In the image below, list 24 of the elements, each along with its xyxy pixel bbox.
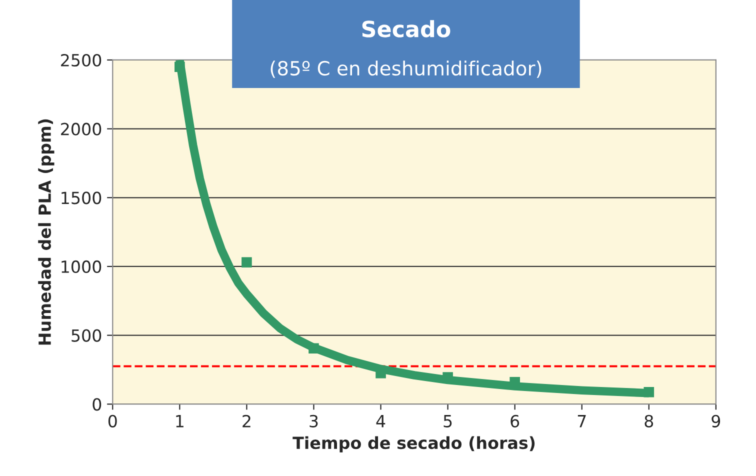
- x-tick-label: 8: [644, 414, 654, 428]
- y-tick-label: 500: [72, 329, 102, 342]
- x-tick-label: 0: [108, 414, 117, 428]
- x-axis-title: Tiempo de secado (horas): [292, 436, 535, 452]
- y-axis-title: Humedad del PLA (ppm): [38, 119, 54, 345]
- y-tick-label: 2500: [61, 54, 102, 67]
- x-tick-label: 6: [510, 414, 520, 428]
- y-tick-label: 2000: [61, 122, 102, 136]
- x-tick-label: 5: [444, 415, 452, 428]
- point: [644, 386, 654, 398]
- y-tick-label: 1000: [62, 260, 102, 274]
- x-tick-label: 9: [712, 414, 720, 428]
- x-tick-label: 4: [376, 415, 386, 428]
- x-tick-label: 1: [176, 415, 184, 428]
- y-tick-label: 1500: [62, 192, 102, 204]
- point: [308, 343, 319, 354]
- x-tick-label: 7: [578, 415, 586, 428]
- chart-subtitle: (85º C en deshumidificador): [270, 60, 542, 78]
- point: [242, 257, 252, 268]
- x-tick-label: 2: [242, 414, 250, 428]
- x-tick-label: 3: [310, 414, 318, 428]
- chart-title: Secado: [362, 20, 450, 38]
- point: [174, 62, 185, 72]
- y-tick-label: 0: [92, 398, 102, 411]
